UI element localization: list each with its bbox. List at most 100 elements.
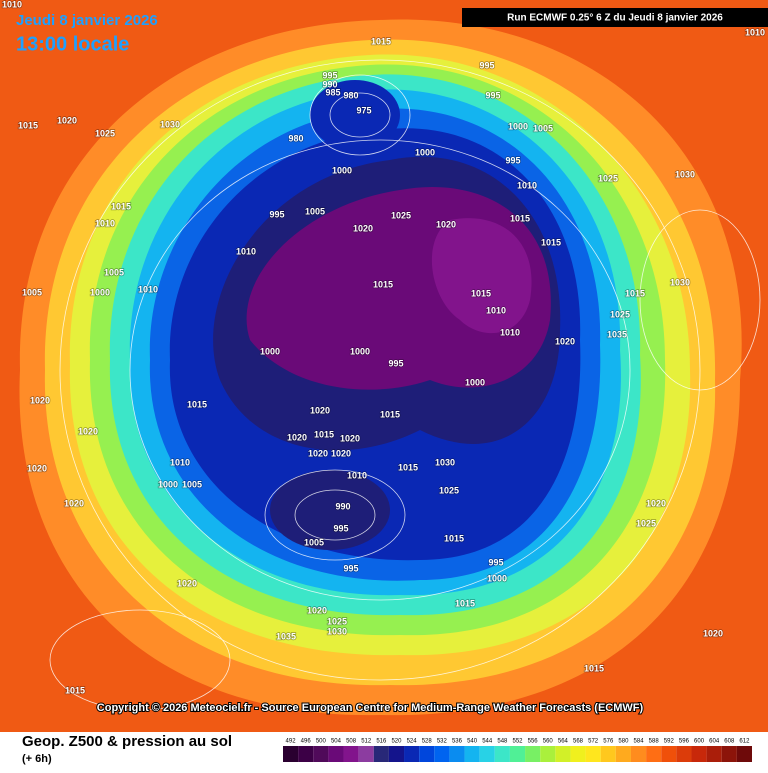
isobar-label: 1010 bbox=[236, 246, 256, 256]
scale-swatch bbox=[343, 746, 359, 762]
scale-label: 496 bbox=[301, 739, 312, 745]
scale-label: 544 bbox=[482, 739, 493, 745]
isobar-label: 1010 bbox=[500, 327, 520, 337]
isobar-label: 1020 bbox=[555, 336, 575, 346]
scale-swatch bbox=[585, 746, 601, 762]
isobar-label: 1020 bbox=[287, 432, 307, 442]
scale-swatch bbox=[630, 746, 647, 762]
scale-label: 612 bbox=[739, 739, 750, 745]
isobar-label: 1030 bbox=[435, 457, 455, 467]
scale-label: 572 bbox=[588, 739, 599, 745]
scale-swatch bbox=[494, 746, 510, 762]
isobar-label: 1000 bbox=[487, 573, 507, 583]
isobar-label: 995 bbox=[322, 70, 337, 80]
isobar-label: 1005 bbox=[22, 287, 42, 297]
isobar-label: 1020 bbox=[308, 448, 328, 458]
scale-label: 604 bbox=[709, 739, 720, 745]
isobar-label: 1025 bbox=[95, 128, 115, 138]
scale-label: 600 bbox=[694, 739, 705, 745]
scale-label: 516 bbox=[376, 739, 387, 745]
isobar-label: 1030 bbox=[160, 119, 180, 129]
isobar-label: 1015 bbox=[471, 288, 491, 298]
isobar-label: 1030 bbox=[675, 169, 695, 179]
isobar-label: 1010 bbox=[170, 457, 190, 467]
isobar-label: 990 bbox=[322, 79, 337, 89]
isobar-label: 1005 bbox=[305, 206, 325, 216]
scale-label: 556 bbox=[528, 739, 539, 745]
isobar-label: 1010 bbox=[95, 218, 115, 228]
scale-swatch bbox=[540, 746, 556, 762]
isobar-label: 1020 bbox=[30, 395, 50, 405]
isobar bbox=[329, 92, 391, 138]
isobar bbox=[309, 74, 411, 156]
scale-swatch bbox=[721, 746, 737, 762]
scale-swatch bbox=[479, 746, 495, 762]
scale-label: 568 bbox=[573, 739, 584, 745]
isobar-label: 1015 bbox=[625, 288, 645, 298]
scale-swatch bbox=[404, 746, 420, 762]
isobar-label: 1015 bbox=[111, 201, 131, 211]
isobar-label: 1015 bbox=[541, 237, 561, 247]
isobar-label: 1030 bbox=[327, 626, 347, 636]
isobar-label: 1020 bbox=[177, 578, 197, 588]
scale-swatch bbox=[464, 746, 480, 762]
isobar-label: 1000 bbox=[465, 377, 485, 387]
scale-swatch bbox=[358, 746, 374, 762]
scale-label: 528 bbox=[422, 739, 433, 745]
scale-swatch bbox=[283, 746, 299, 762]
isobar-label: 1010 bbox=[2, 0, 22, 9]
scale-label: 588 bbox=[649, 739, 660, 745]
scale-swatch bbox=[449, 746, 465, 762]
isobar-label: 1010 bbox=[347, 470, 367, 480]
scale-swatch bbox=[555, 746, 571, 762]
scale-label: 576 bbox=[603, 739, 614, 745]
isobar-label: 1020 bbox=[64, 498, 84, 508]
scale-label: 552 bbox=[512, 739, 523, 745]
scale-swatch bbox=[509, 746, 526, 762]
isobar-label: 1010 bbox=[486, 305, 506, 315]
scale-swatch bbox=[661, 746, 677, 762]
scale-swatch bbox=[434, 746, 450, 762]
isobar-label: 975 bbox=[356, 105, 371, 115]
scale-label: 548 bbox=[497, 739, 508, 745]
isobar-label: 980 bbox=[288, 133, 303, 143]
isobar-label: 1015 bbox=[18, 120, 38, 130]
isobar-label: 1015 bbox=[584, 663, 604, 673]
isobar-label: 1035 bbox=[607, 329, 627, 339]
scale-label: 524 bbox=[407, 739, 418, 745]
isobar-label: 995 bbox=[488, 557, 503, 567]
isobar-label: 1005 bbox=[104, 267, 124, 277]
isobar-label: 1000 bbox=[158, 479, 178, 489]
scale-label: 540 bbox=[467, 739, 478, 745]
scale-swatch bbox=[419, 746, 435, 762]
isobar-label: 1020 bbox=[646, 498, 666, 508]
footer-title: Geop. Z500 & pression au sol bbox=[22, 733, 232, 750]
isobar bbox=[49, 609, 231, 711]
isobar-label: 1010 bbox=[745, 27, 765, 37]
isobar-label: 1000 bbox=[260, 346, 280, 356]
isobar-label: 1020 bbox=[436, 219, 456, 229]
band bbox=[270, 470, 390, 550]
scale-swatch bbox=[373, 746, 389, 762]
isobar-label: 1015 bbox=[444, 533, 464, 543]
isobar-label: 1010 bbox=[138, 284, 158, 294]
isobar-label: 1015 bbox=[314, 429, 334, 439]
isobar-label: 1015 bbox=[455, 598, 475, 608]
isobar-label: 1020 bbox=[340, 433, 360, 443]
isobar-label: 1000 bbox=[90, 287, 110, 297]
isobar-label: 1015 bbox=[187, 399, 207, 409]
isobar-label: 1000 bbox=[332, 165, 352, 175]
isobar bbox=[639, 209, 761, 391]
scale-swatch bbox=[691, 746, 707, 762]
isobar-label: 995 bbox=[343, 563, 358, 573]
isobar-label: 1005 bbox=[533, 123, 553, 133]
isobar-label: 1015 bbox=[371, 36, 391, 46]
isobar bbox=[129, 139, 631, 601]
scale-label: 584 bbox=[634, 739, 645, 745]
isobar-label: 1025 bbox=[391, 210, 411, 220]
isobar bbox=[264, 469, 406, 561]
isobar-label: 1035 bbox=[276, 631, 296, 641]
scale-label: 596 bbox=[679, 739, 690, 745]
run-box bbox=[462, 8, 768, 27]
